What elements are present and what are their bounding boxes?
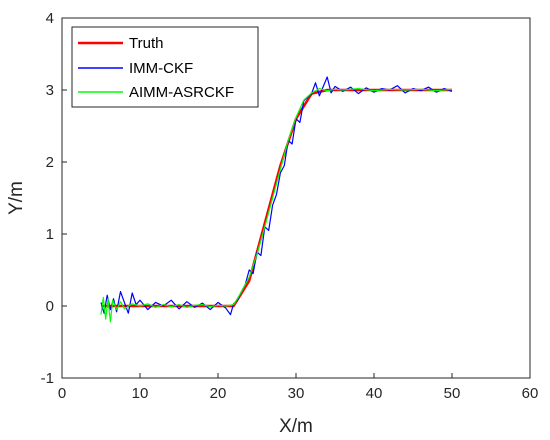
legend-label-imm-ckf: IMM-CKF bbox=[129, 60, 193, 77]
y-axis-label: Y/m bbox=[6, 181, 27, 215]
legend-label-truth: Truth bbox=[129, 35, 163, 52]
legend: Truth IMM-CKF AIMM-ASRCKF bbox=[71, 26, 259, 108]
y-tick-label: 1 bbox=[46, 226, 54, 243]
x-tick-label: 0 bbox=[58, 385, 66, 402]
x-axis-label: X/m bbox=[279, 416, 313, 437]
x-tick-label: 60 bbox=[522, 385, 539, 402]
legend-box bbox=[71, 26, 259, 108]
x-tick-label: 40 bbox=[366, 385, 383, 402]
x-tick-label: 50 bbox=[444, 385, 461, 402]
series-layer bbox=[100, 76, 453, 323]
y-tick-label: 0 bbox=[46, 298, 54, 315]
x-tick-label: 30 bbox=[288, 385, 305, 402]
x-tick-label: 20 bbox=[210, 385, 227, 402]
x-tick-label: 10 bbox=[132, 385, 149, 402]
y-tick-label: -1 bbox=[41, 370, 54, 387]
series-line-aimm-asrckf bbox=[100, 87, 453, 323]
y-tick-label: 2 bbox=[46, 154, 54, 171]
y-tick-label: 3 bbox=[46, 82, 54, 99]
series-line-imm-ckf bbox=[100, 76, 453, 316]
legend-label-aimm-asrckf: AIMM-ASRCKF bbox=[129, 84, 234, 101]
y-tick-label: 4 bbox=[46, 10, 54, 27]
